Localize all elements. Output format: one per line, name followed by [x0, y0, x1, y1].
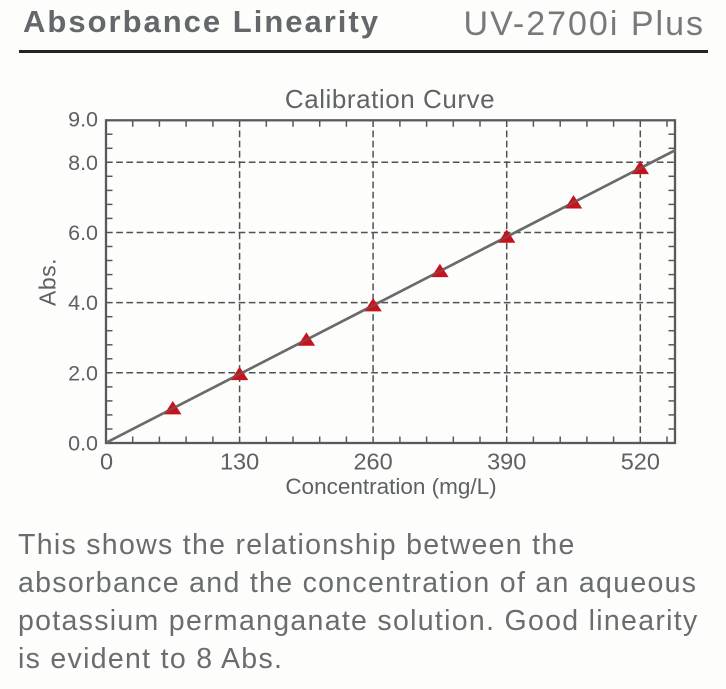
svg-text:8.0: 8.0	[68, 151, 98, 175]
svg-text:0: 0	[100, 448, 113, 474]
svg-text:130: 130	[220, 448, 259, 474]
svg-text:260: 260	[353, 448, 392, 474]
svg-text:4.0: 4.0	[68, 291, 98, 315]
svg-text:Concentration (mg/L): Concentration (mg/L)	[285, 474, 496, 499]
svg-text:0.0: 0.0	[68, 432, 98, 456]
svg-text:6.0: 6.0	[68, 221, 98, 245]
svg-text:9.0: 9.0	[68, 108, 98, 132]
svg-text:390: 390	[487, 448, 526, 474]
svg-text:520: 520	[621, 448, 660, 474]
svg-text:Calibration Curve: Calibration Curve	[285, 84, 495, 114]
svg-text:Abs.: Abs.	[35, 258, 61, 306]
svg-text:2.0: 2.0	[68, 361, 98, 385]
